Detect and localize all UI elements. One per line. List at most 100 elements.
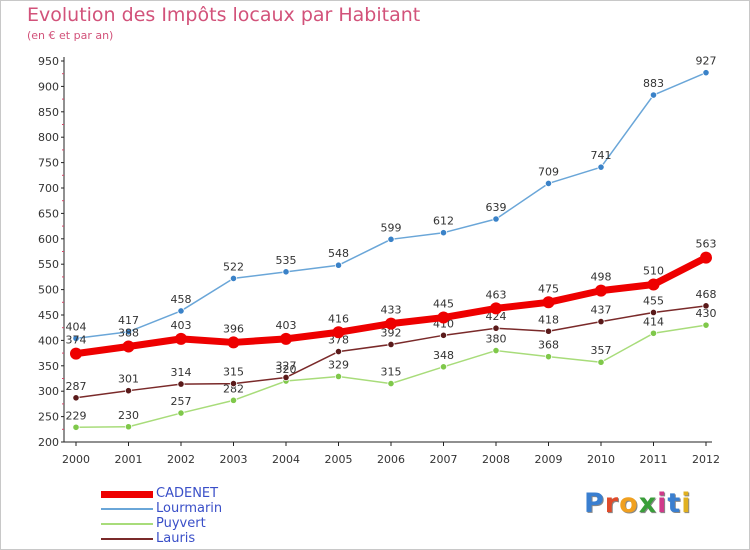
chart-subtitle: (en € et par an) [27, 29, 114, 42]
data-point-lauris [544, 327, 553, 335]
data-label-cadenet: 433 [381, 304, 402, 317]
data-label-cadenet: 374 [66, 334, 87, 347]
x-tick-label: 2002 [167, 453, 195, 466]
data-point-puyvert [544, 353, 553, 361]
data-label-cadenet: 463 [486, 288, 507, 301]
y-tick-label: 250 [38, 411, 59, 424]
data-label-lourmarin: 599 [381, 221, 402, 234]
legend-label: Lourmarin [156, 501, 223, 516]
data-point-puyvert [702, 321, 710, 329]
data-point-lauris [492, 324, 500, 332]
data-label-cadenet: 416 [328, 312, 349, 325]
x-tick-label: 2001 [115, 453, 143, 466]
data-point-cadenet [227, 336, 240, 349]
data-label-lourmarin: 883 [643, 77, 664, 90]
logo-letter: P [584, 488, 605, 519]
data-label-lourmarin: 741 [591, 149, 612, 162]
x-tick-label: 2005 [325, 453, 353, 466]
x-tick-label: 2007 [430, 453, 458, 466]
data-label-puyvert: 257 [171, 395, 192, 408]
data-label-cadenet: 563 [696, 238, 717, 251]
data-label-lourmarin: 535 [276, 254, 297, 267]
data-label-lourmarin: 548 [328, 247, 349, 260]
data-point-lourmarin [282, 268, 290, 276]
legend-swatch [101, 538, 153, 540]
data-label-cadenet: 445 [433, 298, 454, 311]
y-tick-label: 400 [38, 334, 59, 347]
y-tick-label: 950 [38, 55, 59, 68]
data-point-lauris [597, 318, 605, 326]
y-tick-label: 800 [38, 131, 59, 144]
data-label-lauris: 314 [171, 366, 192, 379]
data-point-cadenet [542, 296, 555, 309]
data-point-lourmarin [334, 261, 343, 269]
legend-label: Lauris [156, 531, 196, 546]
data-label-lauris: 301 [118, 373, 139, 386]
data-point-puyvert [72, 423, 80, 431]
data-point-cadenet [175, 332, 187, 345]
data-label-cadenet: 388 [118, 326, 139, 339]
y-tick-label: 300 [38, 385, 59, 398]
data-label-lourmarin: 927 [696, 55, 717, 68]
data-point-cadenet [280, 332, 292, 345]
data-label-lauris: 468 [696, 288, 717, 301]
data-point-puyvert [597, 358, 605, 366]
x-tick-label: 2006 [377, 453, 405, 466]
legend-swatch [101, 523, 153, 525]
data-label-puyvert: 230 [118, 409, 139, 422]
data-point-puyvert [439, 363, 448, 371]
data-point-lourmarin [72, 334, 80, 342]
data-label-cadenet: 403 [276, 319, 297, 332]
data-label-puyvert: 348 [433, 349, 454, 362]
legend-swatch [101, 508, 153, 510]
y-tick-label: 850 [38, 106, 59, 119]
y-tick-label: 500 [38, 284, 59, 297]
data-label-puyvert: 282 [223, 382, 244, 395]
logo-letter: t [667, 488, 682, 519]
data-label-puyvert: 357 [591, 344, 612, 357]
data-point-lourmarin [649, 91, 658, 99]
x-tick-label: 2010 [587, 453, 615, 466]
proxiti-logo: Proxiti [584, 488, 692, 519]
data-point-puyvert [177, 409, 185, 417]
data-label-cadenet: 498 [591, 271, 612, 284]
data-point-cadenet [122, 340, 135, 353]
y-tick-label: 900 [38, 80, 59, 93]
data-point-lourmarin [492, 215, 500, 223]
data-point-lourmarin [702, 69, 710, 77]
data-point-lourmarin [439, 229, 448, 237]
data-label-puyvert: 320 [276, 363, 297, 376]
legend-label: Puyvert [156, 516, 206, 531]
data-point-puyvert [649, 329, 658, 337]
data-label-lauris: 455 [643, 294, 664, 307]
data-point-cadenet [700, 251, 712, 264]
data-point-lauris [72, 394, 80, 402]
data-point-lourmarin [177, 307, 185, 315]
y-tick-label: 650 [38, 207, 59, 220]
y-tick-label: 450 [38, 309, 59, 322]
y-tick-label: 550 [38, 258, 59, 271]
y-tick-label: 700 [38, 182, 59, 195]
data-label-puyvert: 430 [696, 307, 717, 320]
data-point-lauris [649, 308, 658, 317]
data-label-lourmarin: 639 [486, 201, 507, 214]
data-label-lourmarin: 417 [118, 314, 139, 327]
logo-letter: o [619, 488, 639, 519]
data-label-puyvert: 315 [381, 366, 402, 379]
x-tick-label: 2009 [535, 453, 563, 466]
logo-letter: i [657, 488, 668, 519]
chart-title: Evolution des Impôts locaux par Habitant [27, 4, 421, 26]
data-point-lauris [334, 347, 343, 356]
data-point-puyvert [229, 396, 238, 404]
data-point-lourmarin [597, 163, 605, 171]
data-point-puyvert [124, 423, 133, 431]
data-label-lauris: 378 [328, 334, 349, 347]
data-label-lourmarin: 709 [538, 165, 559, 178]
x-tick-label: 2000 [62, 453, 90, 466]
data-label-puyvert: 414 [643, 315, 664, 328]
data-label-lauris: 287 [66, 380, 87, 393]
logo-letter: r [604, 488, 620, 519]
data-label-puyvert: 380 [486, 333, 507, 346]
data-label-lauris: 437 [591, 304, 612, 317]
